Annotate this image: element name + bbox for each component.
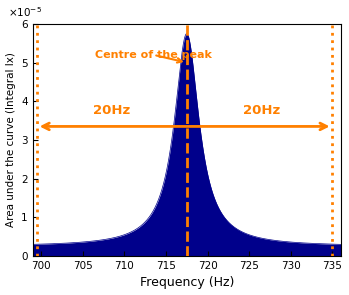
Text: 20Hz: 20Hz (243, 104, 280, 117)
Y-axis label: Area under the curve (Integral Ix): Area under the curve (Integral Ix) (6, 53, 16, 227)
X-axis label: Frequency (Hz): Frequency (Hz) (140, 276, 234, 289)
Text: 20Hz: 20Hz (93, 104, 131, 117)
Text: $\times10^{-5}$: $\times10^{-5}$ (8, 5, 42, 19)
Text: Centre of the peak: Centre of the peak (95, 50, 212, 63)
